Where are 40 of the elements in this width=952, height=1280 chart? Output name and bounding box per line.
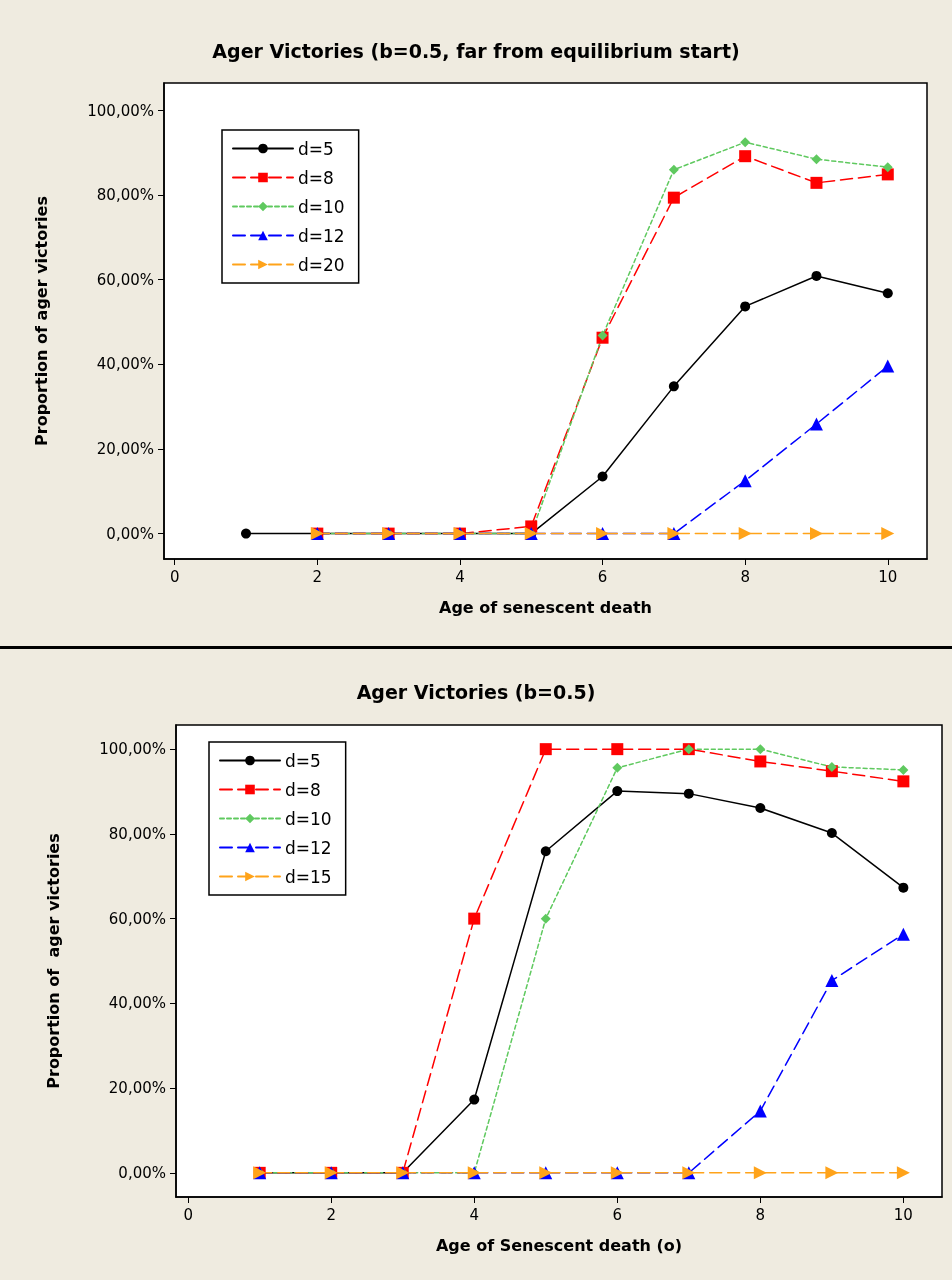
y-tick-label: 100,00% (87, 101, 154, 120)
x-tick-label: 4 (469, 1205, 480, 1224)
x-axis-title: Age of Senescent death (o) (435, 1235, 683, 1255)
legend-label: d=5 (285, 750, 321, 771)
x-tick-label: 10 (878, 567, 898, 586)
legend-label: d=20 (298, 254, 345, 275)
y-tick-label: 40,00% (96, 355, 154, 374)
y-tick-label: 60,00% (96, 270, 154, 289)
legend-label: d=5 (298, 138, 334, 159)
y-tick-label: 60,00% (108, 909, 166, 928)
legend-label: d=10 (285, 808, 332, 829)
x-tick-label: 10 (893, 1205, 913, 1224)
legend-label: d=15 (285, 866, 332, 887)
y-tick-label: 20,00% (108, 1079, 166, 1098)
y-tick-label: 40,00% (108, 994, 166, 1013)
x-tick-label: 8 (740, 567, 750, 586)
x-axis-title: Age of senescent death (438, 597, 653, 617)
x-tick-label: 2 (326, 1205, 336, 1224)
y-axis-title: Proportion of ager victories (43, 833, 63, 1089)
x-tick-label: 2 (312, 567, 323, 586)
y-tick-label: 100,00% (99, 740, 166, 759)
y-tick-label: 0,00% (118, 1163, 166, 1182)
legend-label: d=10 (298, 196, 345, 217)
x-tick-label: 0 (183, 1205, 193, 1224)
y-tick-label: 80,00% (108, 824, 166, 843)
chart-title: Ager Victories (b=0.5) (356, 680, 596, 703)
legend-label: d=12 (298, 225, 345, 246)
x-tick-label: 6 (597, 567, 608, 586)
y-axis-title: Proportion of ager victories (31, 196, 51, 446)
legend-label: d=12 (285, 837, 332, 858)
chart-title: Ager Victories (b=0.5, far from equilibrium start) (212, 39, 740, 62)
x-tick-label: 4 (455, 567, 465, 586)
y-tick-label: 80,00% (96, 186, 154, 205)
x-tick-label: 0 (169, 567, 180, 586)
x-tick-label: 6 (612, 1205, 623, 1224)
y-tick-label: 20,00% (96, 439, 154, 458)
legend-label: d=8 (298, 167, 334, 188)
y-tick-label: 0,00% (106, 524, 154, 543)
x-tick-label: 8 (755, 1205, 766, 1224)
legend-label: d=8 (285, 779, 321, 800)
